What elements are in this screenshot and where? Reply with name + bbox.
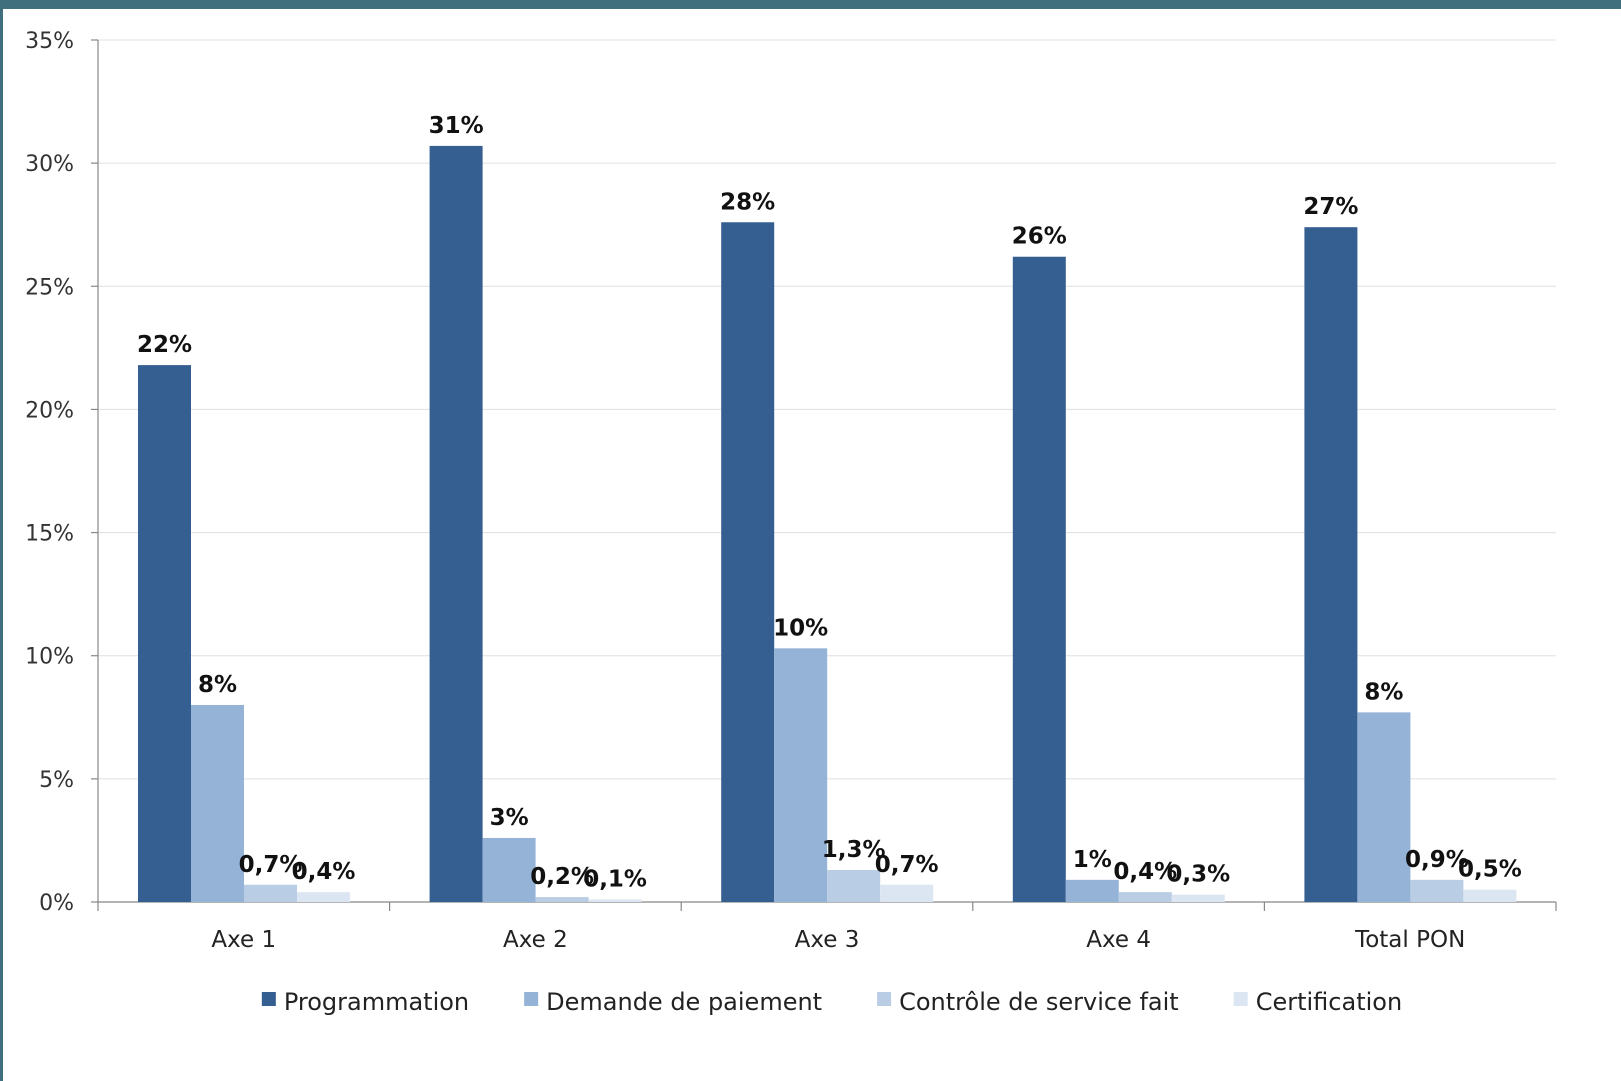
y-tick-label: 20% bbox=[25, 398, 74, 423]
bar-data-label: 0,9% bbox=[1405, 847, 1469, 873]
y-tick-label: 30% bbox=[25, 152, 74, 177]
legend-swatch bbox=[877, 992, 892, 1006]
bar-data-label: 0,4% bbox=[1113, 859, 1177, 885]
y-axis: 0% 5% 10% 15% 20% 25% 30% 35% bbox=[25, 29, 99, 916]
bar bbox=[1118, 892, 1172, 902]
bar-data-label: 0,2% bbox=[530, 864, 594, 890]
bar-data-label: 22% bbox=[137, 332, 192, 358]
legend-label: Certification bbox=[1256, 988, 1402, 1016]
bar bbox=[1304, 227, 1358, 903]
bar bbox=[1065, 879, 1119, 902]
x-category-label: Axe 1 bbox=[211, 927, 276, 953]
bar bbox=[1410, 879, 1464, 902]
bar bbox=[191, 704, 244, 902]
bar-data-label: 0,4% bbox=[292, 859, 356, 885]
bar-data-label: 0,3% bbox=[1166, 862, 1230, 888]
bar-data-label: 27% bbox=[1303, 194, 1358, 220]
bar bbox=[429, 145, 483, 903]
bar bbox=[1357, 712, 1411, 902]
legend-item: Demande de paiement bbox=[524, 988, 822, 1016]
legend-swatch bbox=[261, 992, 276, 1006]
y-tick-label: 25% bbox=[25, 275, 74, 300]
bar bbox=[1012, 256, 1066, 902]
y-tick-label: 15% bbox=[25, 522, 74, 547]
bar bbox=[138, 365, 191, 902]
legend-item: Certification bbox=[1233, 988, 1402, 1016]
bar-chart: 0%5%10%15%20%25%30%35% Axe 1 Axe 2 Axe 3 Ax… bbox=[25, 29, 1557, 1016]
bar-data-label: 1% bbox=[1073, 847, 1112, 873]
legend-label: Programmation bbox=[284, 988, 469, 1016]
x-category-label: Total PON bbox=[1354, 927, 1465, 953]
bar-data-label: 8% bbox=[198, 672, 237, 698]
bar-data-label: 8% bbox=[1364, 679, 1403, 705]
bar-data-label: 1,3% bbox=[822, 837, 886, 863]
legend-label: Demande de paiement bbox=[546, 988, 822, 1016]
bar bbox=[1463, 889, 1517, 902]
bar bbox=[827, 869, 881, 902]
chart-frame: 0% 5% 10% 15% 20% 25% 30% 35% Axe 1 Axe 2 Axe 3 Ax… bbox=[3, 9, 1621, 1081]
bar-data-label: 28% bbox=[720, 189, 775, 215]
bar bbox=[297, 892, 350, 902]
bar bbox=[482, 837, 536, 902]
y-tick-label: 35% bbox=[25, 29, 74, 54]
legend-swatch bbox=[524, 992, 539, 1006]
bars bbox=[138, 145, 1517, 903]
bar-data-label: 0,5% bbox=[1458, 857, 1522, 883]
x-category-label: Axe 4 bbox=[1086, 927, 1151, 953]
bar-data-label: 31% bbox=[429, 113, 484, 139]
legend-item: Contrôle de service fait bbox=[877, 988, 1179, 1016]
gridlines bbox=[98, 39, 1556, 780]
bar bbox=[588, 899, 642, 902]
bar bbox=[774, 648, 828, 902]
legend: Programmation Demande de paiement Contrôle… bbox=[261, 988, 1402, 1016]
y-tick-label: 5% bbox=[39, 768, 74, 793]
y-tick-label: 0% bbox=[39, 891, 74, 916]
x-category-label: Axe 2 bbox=[503, 927, 568, 953]
bar bbox=[244, 884, 297, 902]
legend-item: Programmation bbox=[261, 988, 469, 1016]
legend-label: Contrôle de service fait bbox=[899, 988, 1179, 1016]
data-labels: 22%8%0,7%0,4%31%3%0,2%0,1%28%10%1,3%0,7%… bbox=[137, 113, 1522, 893]
bar-data-label: 0,1% bbox=[583, 867, 647, 893]
bar-data-label: 0,7% bbox=[239, 852, 303, 878]
legend-swatch bbox=[1233, 992, 1248, 1006]
bar bbox=[721, 222, 775, 902]
x-axis: Axe 1 Axe 2 Axe 3 Axe 4 Total PON bbox=[97, 901, 1557, 953]
bar bbox=[1171, 894, 1225, 902]
bar-data-label: 3% bbox=[490, 805, 529, 831]
bar-data-label: 10% bbox=[773, 615, 828, 641]
bar-data-label: 0,7% bbox=[875, 852, 939, 878]
bar bbox=[880, 884, 934, 902]
y-tick-label: 10% bbox=[25, 645, 74, 670]
bar-data-label: 26% bbox=[1012, 224, 1067, 250]
x-category-label: Axe 3 bbox=[795, 927, 860, 953]
bar bbox=[535, 897, 589, 902]
